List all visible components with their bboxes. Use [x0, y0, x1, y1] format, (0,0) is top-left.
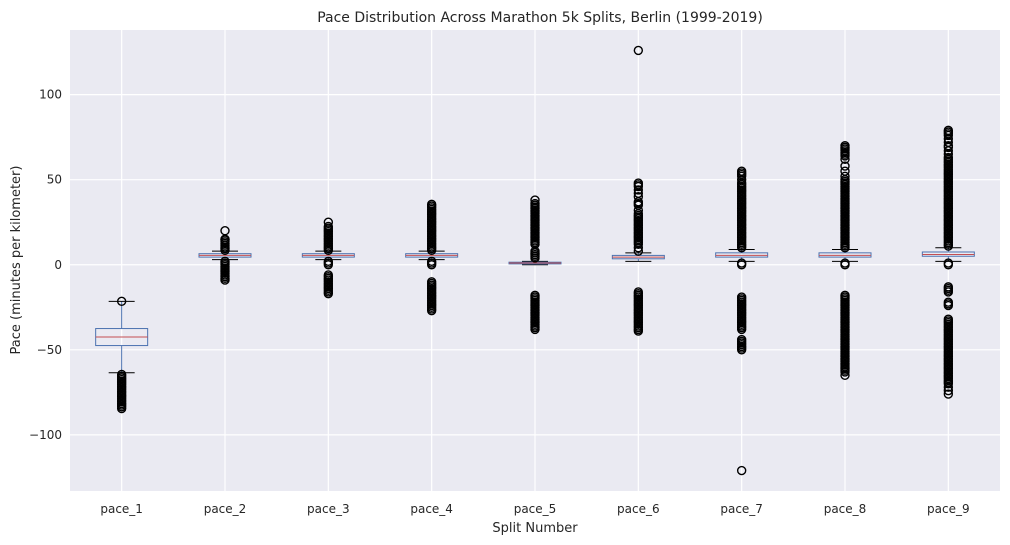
y-tick-labels: −100 −50 0 50 100 — [29, 88, 62, 442]
outlier-point — [840, 140, 850, 151]
outlier-point — [840, 367, 850, 377]
boxes — [95, 45, 975, 476]
outlier-point — [323, 288, 334, 299]
outlier-point — [426, 199, 437, 210]
outlier-point — [736, 258, 747, 268]
box-group-pace_2 — [198, 226, 252, 285]
outlier-point — [530, 198, 540, 209]
outlier-point — [633, 185, 644, 195]
outlier-point — [633, 326, 644, 336]
x-tick-label: pace_5 — [514, 502, 557, 516]
outlier-point — [633, 192, 644, 202]
x-tick-labels: pace_1 pace_2 pace_3 pace_4 pace_5 pace_6 pace… — [100, 502, 969, 516]
outlier-point — [840, 161, 850, 171]
outlier-point — [943, 389, 954, 399]
outlier-point — [323, 217, 334, 227]
outlier-point — [633, 45, 644, 56]
outlier-point — [943, 385, 954, 396]
x-tick-label: pace_6 — [617, 502, 660, 516]
outlier-point — [116, 403, 127, 414]
outlier-point — [116, 296, 127, 307]
outlier-point — [220, 275, 230, 285]
outlier-point — [426, 260, 437, 270]
outlier-point — [840, 258, 850, 268]
outlier-point — [943, 300, 954, 311]
outlier-point — [530, 195, 540, 205]
y-axis-label: Pace (minutes per kilometer) — [9, 166, 24, 355]
outlier-point — [943, 152, 954, 163]
box-group-pace_1 — [95, 296, 149, 414]
outlier-point — [943, 258, 954, 268]
outlier-point — [943, 140, 954, 151]
outlier-point — [736, 465, 747, 476]
y-tick-label: 100 — [39, 88, 62, 102]
outlier-point — [840, 166, 850, 176]
outlier-point — [633, 178, 644, 188]
outlier-point — [840, 171, 850, 181]
x-tick-label: pace_4 — [410, 502, 453, 516]
outlier-point — [943, 379, 954, 389]
outlier-point — [943, 125, 954, 136]
box-group-pace_3 — [301, 217, 355, 299]
x-tick-label: pace_3 — [307, 502, 350, 516]
x-axis-label: Split Number — [492, 521, 578, 536]
outlier-point — [323, 221, 334, 232]
outlier-point — [736, 345, 747, 355]
outlier-point — [426, 305, 437, 316]
outlier-point — [736, 166, 747, 176]
outlier-point — [840, 370, 850, 381]
y-tick-label: −50 — [37, 343, 62, 357]
outlier-point — [943, 287, 954, 297]
box-group-pace_8 — [818, 140, 872, 381]
box-group-pace_9 — [921, 125, 975, 399]
box-group-pace_7 — [715, 166, 769, 476]
box-group-pace_6 — [611, 45, 665, 336]
x-tick-label: pace_1 — [100, 502, 143, 516]
x-tick-label: pace_7 — [720, 502, 763, 516]
outlier-point — [736, 324, 747, 335]
box-group-pace_4 — [405, 199, 459, 316]
chart-title: Pace Distribution Across Marathon 5k Spl… — [317, 10, 763, 26]
box-group-pace_5 — [508, 195, 562, 335]
x-tick-label: pace_8 — [824, 502, 867, 516]
y-tick-label: −100 — [29, 428, 62, 442]
outlier-point — [530, 324, 540, 335]
outlier-point — [323, 260, 334, 270]
y-tick-label: 0 — [54, 258, 62, 272]
x-tick-label: pace_2 — [204, 502, 247, 516]
y-tick-label: 50 — [47, 173, 62, 187]
outlier-point — [220, 226, 230, 236]
x-tick-label: pace_9 — [927, 502, 970, 516]
outlier-point — [943, 382, 954, 392]
